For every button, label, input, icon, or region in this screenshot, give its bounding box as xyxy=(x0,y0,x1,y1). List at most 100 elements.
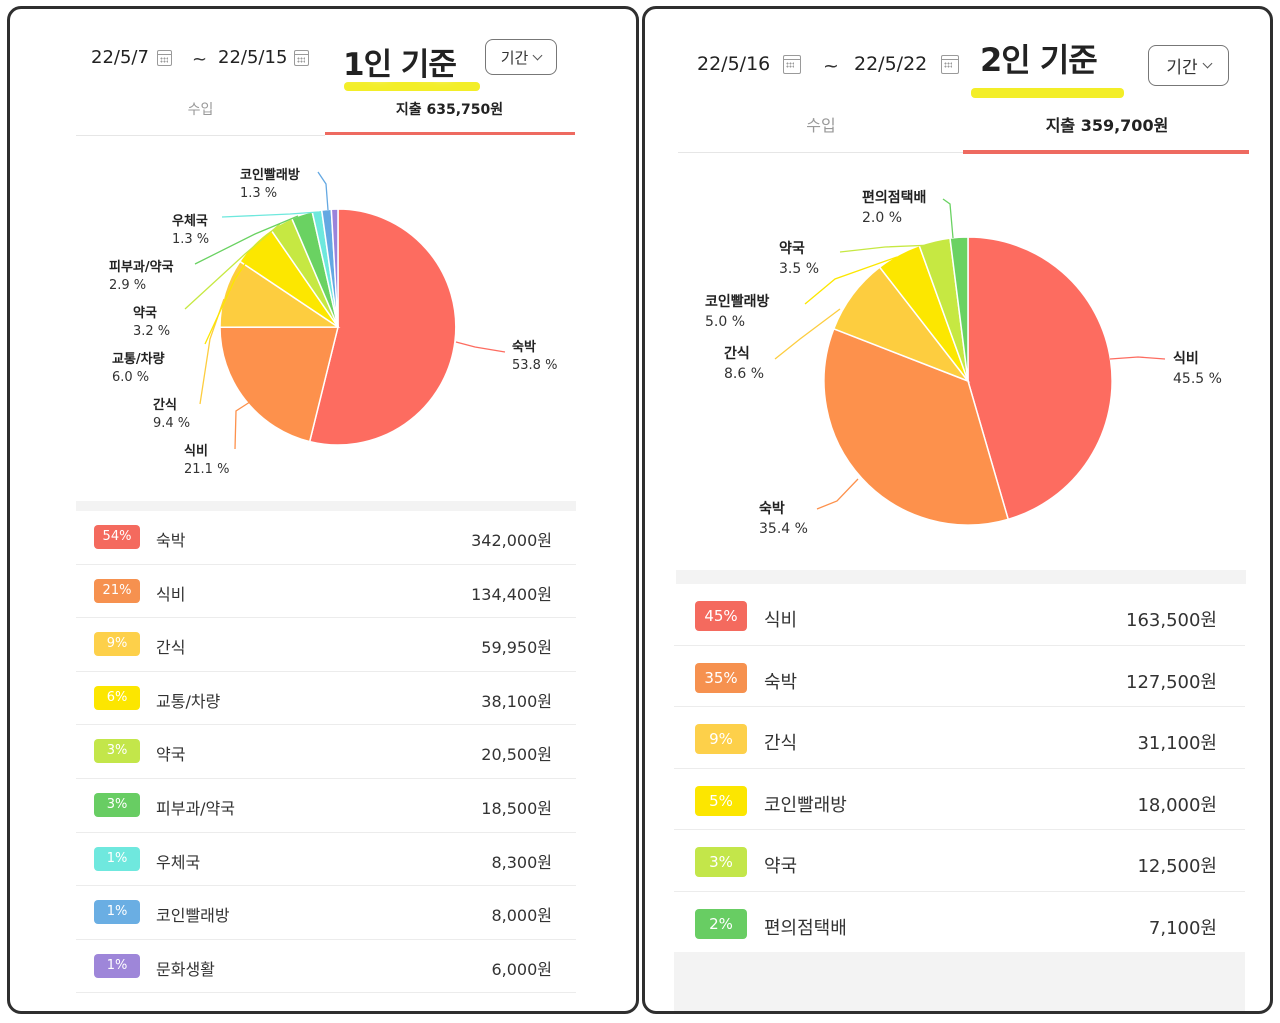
category-name: 피부과/약국 xyxy=(156,799,235,818)
leader-line xyxy=(455,341,506,353)
pie-chart xyxy=(184,171,506,450)
category-amount: 6,000원 xyxy=(491,959,552,979)
calendar-icon[interactable] xyxy=(157,50,172,66)
category-amount: 18,000원 xyxy=(1137,794,1217,816)
category-name: 숙박 xyxy=(156,531,186,550)
category-name: 간식 xyxy=(764,733,798,754)
pie-slice[interactable] xyxy=(330,208,339,328)
active-tab-indicator xyxy=(963,150,1249,154)
percent-badge: 1% xyxy=(94,846,140,871)
category-name: 숙박 xyxy=(764,671,798,693)
chart-label-food: 식비 45.5 % xyxy=(1173,351,1222,387)
percent-badge: 1% xyxy=(94,900,140,925)
table-row[interactable]: 1% 문화생활 6,000원 xyxy=(76,940,576,994)
period-dropdown[interactable]: 기간 xyxy=(1148,45,1229,86)
percent-badge: 54% xyxy=(94,525,140,549)
chart-label-pharmacy: 약국 3.5 % xyxy=(779,241,820,277)
category-name: 식비 xyxy=(764,610,798,631)
table-row[interactable]: 3% 피부과/약국 18,500원 xyxy=(76,779,576,833)
page-title: 2인 기준 xyxy=(980,41,1098,79)
pie-slice[interactable] xyxy=(823,327,1010,526)
date-range-separator: ~ xyxy=(823,55,839,77)
table-row[interactable]: 21% 식비 134,400원 xyxy=(76,565,576,619)
leader-line xyxy=(774,308,841,360)
active-tab-indicator xyxy=(325,132,575,135)
category-name: 식비 xyxy=(156,584,186,604)
chart-label-coin-laundry: 코인빨래방 1.3 % xyxy=(240,168,300,201)
table-row[interactable]: 35% 숙박 127,500원 xyxy=(674,646,1245,707)
table-row[interactable]: 2% 편의점택배 7,100원 xyxy=(674,892,1245,953)
calendar-icon[interactable] xyxy=(783,55,801,74)
chart-label-lodging: 숙박 35.4 % xyxy=(759,501,808,537)
tab-income[interactable]: 수입 xyxy=(806,116,836,135)
calendar-icon[interactable] xyxy=(294,50,309,66)
table-row[interactable]: 54% 숙박 342,000원 xyxy=(76,511,576,565)
percent-badge: 45% xyxy=(695,601,747,631)
calendar-icon[interactable] xyxy=(941,55,959,74)
percent-badge: 3% xyxy=(94,793,140,817)
start-date[interactable]: 22/5/7 xyxy=(91,47,149,68)
category-amount: 163,500원 xyxy=(1126,610,1217,631)
leader-line xyxy=(204,248,256,345)
table-row[interactable]: 1% 우체국 8,300원 xyxy=(76,833,576,887)
table-row[interactable]: 3% 약국 12,500원 xyxy=(674,830,1245,892)
expense-panel-1: 22/5/7 ~ 22/5/15 1인 기준 기간 수입 지출 635,750원… xyxy=(7,6,639,1014)
table-row[interactable]: 6% 교통/차량 38,100원 xyxy=(76,672,576,726)
category-name: 편의점택배 xyxy=(764,917,847,939)
percent-badge: 6% xyxy=(94,685,140,710)
percent-badge: 2% xyxy=(695,908,747,939)
chart-label-coin-laundry: 코인빨래방 5.0 % xyxy=(705,294,770,330)
chart-label-dermatology: 피부과/약국 2.9 % xyxy=(109,260,174,293)
category-amount: 12,500원 xyxy=(1137,856,1217,877)
percent-badge: 9% xyxy=(94,632,140,657)
category-amount: 7,100원 xyxy=(1148,917,1217,939)
leader-line xyxy=(1109,356,1166,360)
category-amount: 127,500원 xyxy=(1126,671,1217,693)
table-row[interactable]: 9% 간식 59,950원 xyxy=(76,618,576,672)
leader-line xyxy=(317,171,329,211)
pie-slice[interactable] xyxy=(949,236,969,382)
chart-label-post-office: 우체국 1.3 % xyxy=(172,214,210,247)
category-name: 약국 xyxy=(764,856,798,877)
category-amount: 20,500원 xyxy=(481,745,552,765)
chart-label-transport: 교통/차량 6.0 % xyxy=(112,352,165,385)
tab-income[interactable]: 수입 xyxy=(187,102,214,118)
category-name: 교통/차량 xyxy=(156,691,221,711)
tab-divider xyxy=(76,135,325,136)
category-amount: 38,100원 xyxy=(481,691,552,711)
percent-badge: 35% xyxy=(695,662,747,693)
leader-line xyxy=(804,256,898,305)
leader-line xyxy=(194,215,299,265)
category-name: 코인빨래방 xyxy=(156,906,230,926)
pie-slice[interactable] xyxy=(219,326,339,443)
period-label: 기간 xyxy=(1166,58,1198,78)
tab-expense[interactable]: 지출 359,700원 xyxy=(1045,116,1169,135)
category-name: 코인빨래방 xyxy=(764,794,847,816)
category-amount: 8,000원 xyxy=(491,906,552,926)
date-range-separator: ~ xyxy=(192,49,208,70)
category-amount: 342,000원 xyxy=(471,531,552,550)
tab-expense[interactable]: 지출 635,750원 xyxy=(395,102,504,118)
pie-slice[interactable] xyxy=(308,208,457,446)
chart-label-snack: 간식 9.4 % xyxy=(153,398,191,431)
chart-label-snack: 간식 8.6 % xyxy=(724,346,765,382)
table-row[interactable]: 3% 약국 20,500원 xyxy=(76,725,576,779)
section-divider xyxy=(676,570,1246,584)
percent-badge: 5% xyxy=(695,785,747,816)
pie-slice[interactable] xyxy=(967,236,1113,521)
table-row[interactable]: 9% 간식 31,100원 xyxy=(674,707,1245,769)
leader-line xyxy=(184,223,281,310)
chart-label-food: 식비 21.1 % xyxy=(184,444,230,477)
pie-chart xyxy=(774,198,1166,526)
table-row[interactable]: 5% 코인빨래방 18,000원 xyxy=(674,769,1245,830)
end-date[interactable]: 22/5/15 xyxy=(218,47,288,68)
table-row[interactable]: 45% 식비 163,500원 xyxy=(674,584,1245,646)
category-name: 우체국 xyxy=(156,852,201,872)
table-row[interactable]: 1% 코인빨래방 8,000원 xyxy=(76,886,576,940)
tab-divider xyxy=(678,152,964,153)
period-dropdown[interactable]: 기간 xyxy=(485,39,557,75)
start-date[interactable]: 22/5/16 xyxy=(697,53,771,75)
leader-line xyxy=(839,244,934,253)
title-highlight xyxy=(344,82,480,91)
end-date[interactable]: 22/5/22 xyxy=(854,53,928,75)
